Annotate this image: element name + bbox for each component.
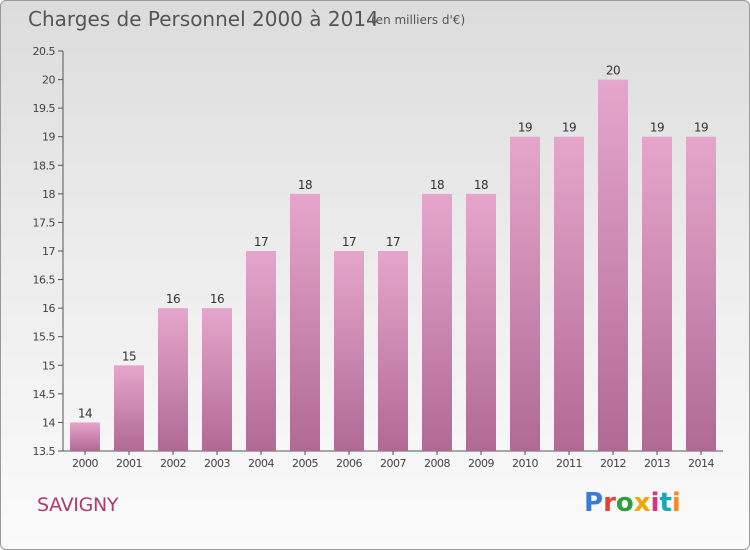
y-tick-label: 18.5 xyxy=(33,159,56,172)
bar-value-label: 19 xyxy=(562,121,576,135)
bar xyxy=(70,422,100,451)
bar-value-label: 19 xyxy=(694,121,708,135)
logo-letter: x xyxy=(633,488,651,518)
y-tick-label: 16.5 xyxy=(33,274,56,287)
chart-subtitle: (en milliers d'€) xyxy=(371,13,466,27)
bar-value-label: 17 xyxy=(386,235,400,249)
x-tick-label: 2005 xyxy=(292,457,318,470)
x-tick-label: 2014 xyxy=(688,457,714,470)
bar xyxy=(510,136,540,451)
bar xyxy=(246,251,276,451)
y-tick-label: 13.5 xyxy=(33,445,56,458)
x-tick-label: 2000 xyxy=(72,457,98,470)
y-tick-label: 16 xyxy=(42,302,55,315)
bar xyxy=(114,365,144,451)
x-tick-label: 2012 xyxy=(600,457,626,470)
bar-value-label: 19 xyxy=(518,121,532,135)
logo-letter: r xyxy=(603,488,616,518)
bar xyxy=(158,308,188,451)
bar-value-label: 16 xyxy=(166,292,180,306)
x-tick-label: 2001 xyxy=(116,457,142,470)
x-tick-label: 2010 xyxy=(512,457,538,470)
bar xyxy=(290,193,320,451)
bar-value-label: 19 xyxy=(650,121,664,135)
bar xyxy=(598,79,628,452)
bar-value-label: 18 xyxy=(474,178,488,192)
place-name: SAVIGNY xyxy=(37,494,119,516)
logo-letter: P xyxy=(584,488,604,518)
y-tick-label: 19.5 xyxy=(33,102,56,115)
x-tick-label: 2008 xyxy=(424,457,450,470)
y-tick-label: 14.5 xyxy=(33,388,56,401)
x-tick-label: 2011 xyxy=(556,457,582,470)
logo-letter: i xyxy=(671,488,681,518)
bar-value-label: 14 xyxy=(78,406,92,420)
bar xyxy=(642,136,672,451)
x-tick-label: 2002 xyxy=(160,457,186,470)
y-tick-label: 18 xyxy=(42,188,55,201)
logo-letter: t xyxy=(659,488,672,518)
x-tick-label: 2004 xyxy=(248,457,274,470)
bar-value-label: 17 xyxy=(342,235,356,249)
y-tick-label: 14 xyxy=(42,416,55,429)
bar xyxy=(554,136,584,451)
bar-value-label: 20 xyxy=(606,64,620,78)
bar xyxy=(422,193,452,451)
bar-value-label: 15 xyxy=(122,349,136,363)
bar-value-label: 18 xyxy=(298,178,312,192)
bar xyxy=(378,251,408,451)
bar-value-label: 18 xyxy=(430,178,444,192)
y-tick-label: 19 xyxy=(42,131,55,144)
y-tick-label: 20 xyxy=(42,74,55,87)
logo-letter: i xyxy=(650,488,660,518)
y-tick-label: 20.5 xyxy=(33,45,56,58)
y-tick-label: 17.5 xyxy=(33,216,56,229)
proxiti-logo: Proxiti xyxy=(584,488,681,518)
bar xyxy=(466,193,496,451)
logo-letter: o xyxy=(615,488,634,518)
y-tick-label: 15 xyxy=(42,359,55,372)
bar xyxy=(686,136,716,451)
bar-value-label: 17 xyxy=(254,235,268,249)
x-tick-label: 2009 xyxy=(468,457,494,470)
x-tick-label: 2003 xyxy=(204,457,230,470)
chart-title: Charges de Personnel 2000 à 2014 xyxy=(28,7,379,31)
bar-value-label: 16 xyxy=(210,292,224,306)
x-tick-label: 2013 xyxy=(644,457,670,470)
y-tick-label: 15.5 xyxy=(33,331,56,344)
bar xyxy=(202,308,232,451)
y-tick-label: 17 xyxy=(42,245,55,258)
x-tick-label: 2006 xyxy=(336,457,362,470)
x-tick-label: 2007 xyxy=(380,457,406,470)
bar xyxy=(334,251,364,451)
